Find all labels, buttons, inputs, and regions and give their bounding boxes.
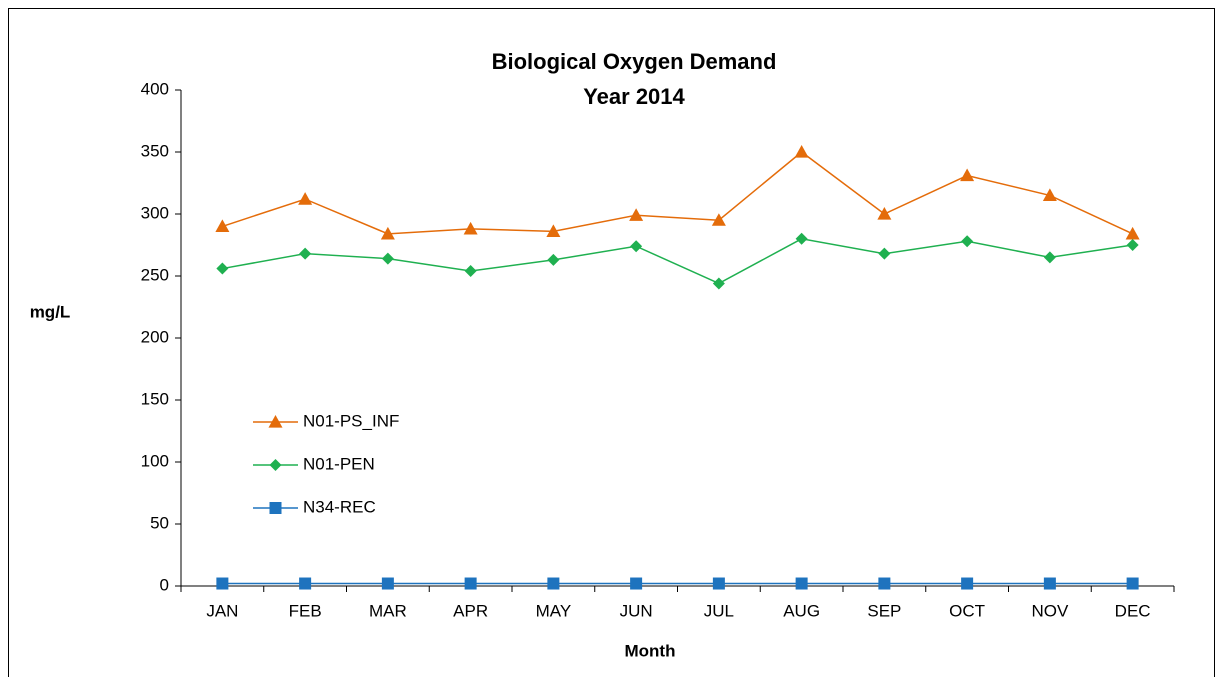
- data-point: [1043, 251, 1056, 264]
- x-tick-label: AUG: [783, 601, 820, 620]
- y-tick-label: 200: [141, 327, 169, 346]
- data-point: [630, 577, 643, 590]
- data-point: [216, 577, 229, 590]
- data-point: [298, 192, 313, 205]
- chart-title: Biological Oxygen Demand: [492, 49, 777, 74]
- data-point: [299, 247, 312, 260]
- data-point: [1043, 577, 1056, 590]
- y-tick-label: 300: [141, 203, 169, 222]
- legend-label: N34-REC: [303, 497, 376, 516]
- x-tick-label: MAR: [369, 601, 407, 620]
- data-point: [795, 577, 808, 590]
- data-point: [299, 577, 312, 590]
- y-tick-label: 400: [141, 79, 169, 98]
- x-tick-label: DEC: [1115, 601, 1151, 620]
- x-tick-label: JUL: [704, 601, 734, 620]
- x-tick-label: OCT: [949, 601, 985, 620]
- y-tick-label: 350: [141, 141, 169, 160]
- x-tick-label: JUN: [620, 601, 653, 620]
- data-point: [878, 577, 891, 590]
- y-tick-label: 100: [141, 451, 169, 470]
- y-axis-label: mg/L: [30, 302, 71, 321]
- data-point: [381, 577, 394, 590]
- data-point: [711, 213, 726, 226]
- data-point: [464, 265, 477, 278]
- data-point: [380, 226, 395, 240]
- x-tick-label: NOV: [1031, 601, 1069, 620]
- data-point: [1126, 577, 1139, 590]
- x-tick-label: FEB: [289, 601, 322, 620]
- x-tick-label: SEP: [867, 601, 901, 620]
- data-point: [463, 221, 478, 235]
- legend-label: N01-PEN: [303, 454, 375, 473]
- data-point: [961, 235, 974, 248]
- legend-label: N01-PS_INF: [303, 411, 399, 430]
- legend-marker: [269, 502, 282, 514]
- data-point: [215, 219, 230, 232]
- data-point: [960, 168, 975, 182]
- data-point: [712, 577, 725, 590]
- y-tick-label: 250: [141, 265, 169, 284]
- series-line: [222, 151, 1133, 235]
- data-point: [216, 262, 229, 275]
- x-tick-label: JAN: [206, 601, 238, 620]
- data-point: [464, 577, 477, 590]
- x-tick-label: APR: [453, 601, 488, 620]
- chart-subtitle: Year 2014: [583, 84, 685, 109]
- legend-marker: [269, 459, 282, 471]
- data-point: [629, 208, 644, 221]
- data-point: [1042, 188, 1057, 201]
- series-line: [222, 238, 1133, 285]
- data-point: [1126, 239, 1139, 251]
- data-point: [630, 240, 643, 253]
- x-tick-label: MAY: [536, 601, 572, 620]
- data-point: [1125, 226, 1140, 240]
- data-point: [547, 577, 560, 590]
- data-point: [712, 277, 725, 290]
- chart-frame: [8, 8, 1215, 677]
- data-point: [877, 207, 892, 220]
- data-point: [381, 252, 394, 265]
- x-axis-label: Month: [625, 641, 676, 660]
- data-point: [547, 253, 560, 266]
- y-tick-label: 150: [141, 389, 169, 408]
- data-point: [795, 232, 808, 245]
- data-point: [961, 577, 974, 590]
- data-point: [878, 247, 891, 260]
- legend-marker: [268, 415, 283, 428]
- data-point: [794, 145, 809, 158]
- y-tick-label: 0: [160, 575, 169, 594]
- y-tick-label: 50: [150, 513, 169, 532]
- data-point: [546, 224, 561, 237]
